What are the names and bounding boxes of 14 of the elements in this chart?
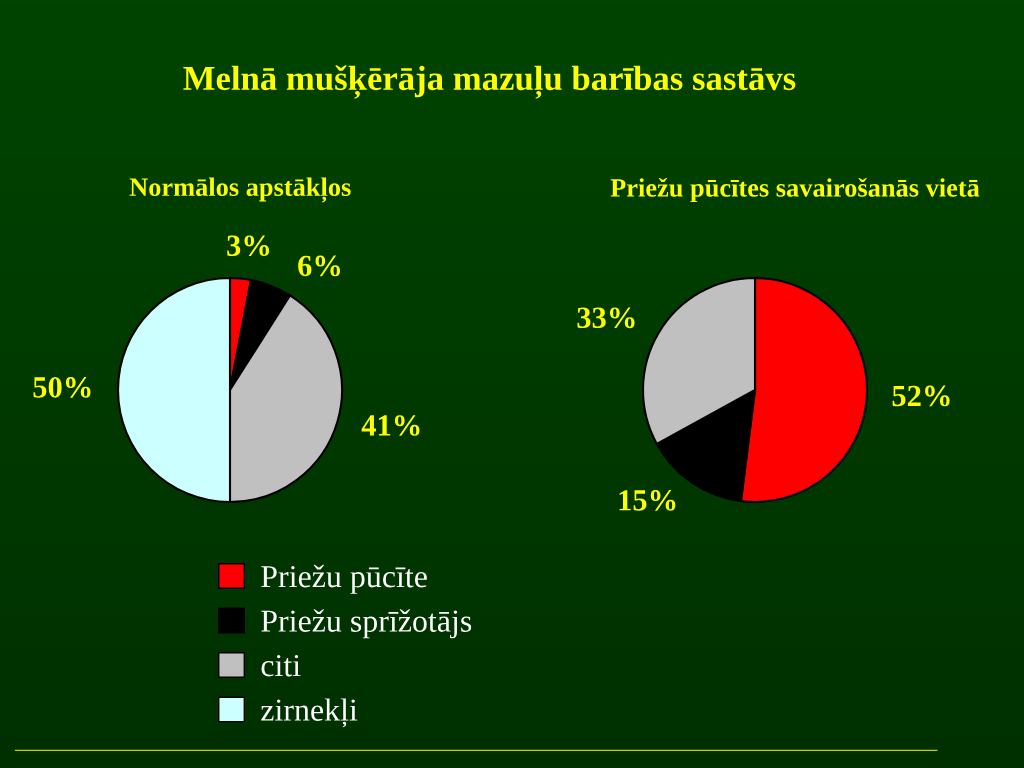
legend-label: Priežu pūcīte (261, 564, 427, 594)
data-label: 50% (33, 377, 91, 398)
data-label: 41% (361, 415, 420, 436)
data-label: 15% (619, 490, 676, 511)
chart-title: Melnā mušķērāja mazuļu barības sastāvs (183, 65, 796, 99)
legend-label: zirnekļi (261, 698, 358, 728)
legend-label: citi (261, 654, 301, 677)
chart-title: Priežu pūcītes savairošanās vietā (610, 177, 980, 203)
data-label: 33% (577, 307, 635, 329)
data-label: 6% (298, 255, 341, 277)
data-label: 52% (892, 385, 950, 407)
data-label: 3% (227, 235, 270, 257)
legend-label: Priežu sprīžotājs (261, 609, 472, 639)
chart-subtitle: Normālos apstākļos (129, 177, 351, 203)
